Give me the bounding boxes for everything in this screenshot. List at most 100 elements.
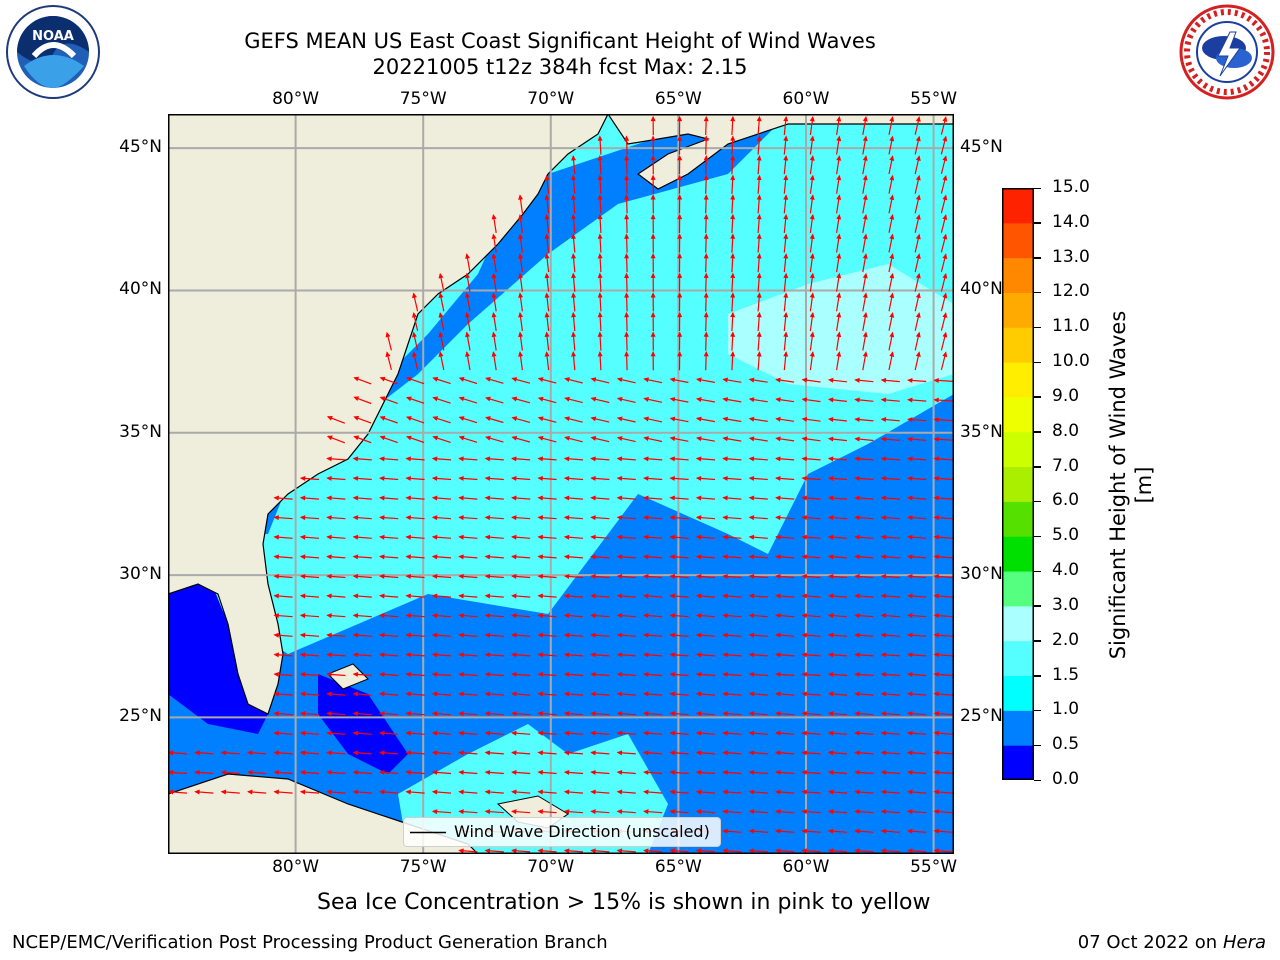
- arrow-head: [465, 311, 470, 318]
- arrow-head: [695, 809, 702, 815]
- arrow-head: [854, 730, 860, 736]
- lat-tick-right: 30°N: [960, 564, 1003, 585]
- arrow-head: [677, 331, 683, 337]
- arrow-head: [722, 554, 728, 560]
- arrow-head: [775, 769, 781, 775]
- arrow-head: [669, 436, 676, 442]
- arrow-head: [299, 789, 306, 795]
- arrow-head: [801, 397, 808, 403]
- arrow-head: [405, 475, 411, 481]
- arrow-head: [485, 376, 491, 382]
- arrow-head: [722, 613, 728, 619]
- arrow-head: [748, 652, 755, 658]
- arrow-head: [511, 652, 517, 658]
- arrow-head: [730, 253, 736, 259]
- arrow-head: [915, 312, 921, 318]
- arrow-head: [801, 691, 807, 697]
- arrow-head: [748, 475, 755, 481]
- arrow-head: [537, 769, 543, 775]
- arrow-head: [695, 436, 702, 442]
- arrow-head: [827, 456, 834, 462]
- arrow-head: [379, 593, 385, 599]
- arrow-head: [933, 436, 939, 442]
- arrow-head: [431, 534, 438, 540]
- arrow-head: [511, 495, 517, 501]
- colorbar-segment: [1002, 292, 1034, 328]
- arrow-head: [405, 750, 411, 756]
- arrow-head: [458, 671, 464, 677]
- arrow-head: [783, 233, 789, 239]
- arrow-head: [801, 377, 808, 383]
- arrow-head: [379, 671, 385, 677]
- arrow-head: [907, 809, 913, 815]
- arrow-head: [907, 397, 913, 403]
- arrow-head: [458, 495, 464, 501]
- arrow-head: [299, 554, 306, 560]
- arrow-head: [220, 769, 227, 775]
- colorbar-tick-label: 0.5: [1052, 734, 1080, 755]
- arrow-head: [484, 691, 491, 697]
- arrow-head: [889, 331, 895, 338]
- arrow-head: [352, 613, 359, 619]
- arrow-head: [643, 730, 649, 736]
- arrow-head: [511, 475, 517, 481]
- arrow-head: [484, 809, 491, 815]
- arrow-head: [511, 435, 518, 441]
- colorbar-segment: [1002, 501, 1034, 537]
- arrow-head: [544, 272, 550, 279]
- arrow-head: [431, 769, 438, 775]
- arrow-head: [862, 115, 868, 122]
- arrow-head: [491, 292, 497, 298]
- arrow-head: [563, 671, 570, 677]
- bahamas-land: [327, 663, 369, 690]
- arrow-head: [889, 312, 895, 318]
- arrow-head: [352, 711, 359, 717]
- arrow-head: [564, 377, 570, 382]
- arrow-head: [862, 351, 868, 357]
- arrow-head: [880, 515, 887, 521]
- arrow-head: [933, 397, 939, 403]
- arrow-head: [722, 789, 728, 795]
- arrow-head: [907, 534, 913, 540]
- colorbar-tick-label: 0.0: [1052, 769, 1080, 789]
- arrow-head: [412, 292, 417, 299]
- arrow-head: [880, 417, 887, 423]
- arrow-head: [862, 135, 868, 142]
- arrow-head: [880, 377, 887, 383]
- arrow-head: [518, 331, 524, 338]
- colorbar-tick-mark: [1034, 291, 1041, 294]
- colorbar-tick-label: 14.0: [1052, 211, 1090, 232]
- arrow-head: [299, 534, 306, 540]
- arrow-head: [722, 809, 728, 815]
- arrow-head: [379, 711, 385, 717]
- arrow-head: [722, 534, 728, 540]
- arrow-head: [590, 848, 596, 854]
- arrow-head: [827, 475, 834, 481]
- arrow-head: [677, 194, 683, 200]
- arrow-head: [511, 809, 517, 815]
- arrow-head: [827, 573, 834, 579]
- arrow-head: [616, 515, 623, 521]
- arrow-head: [379, 789, 385, 795]
- colorbar-tick-mark: [1034, 709, 1041, 712]
- arrow-head: [722, 456, 728, 462]
- arrow-head: [730, 351, 736, 357]
- colorbar-tick-mark: [1034, 640, 1041, 642]
- arrow-head: [748, 573, 755, 579]
- lon-tick-bottom: 55°W: [910, 857, 958, 877]
- arrow-head: [669, 848, 675, 854]
- arrow-head: [933, 515, 939, 521]
- arrow-head: [511, 789, 517, 795]
- arrow-head: [827, 515, 834, 521]
- arrow-head: [491, 331, 497, 338]
- arrow-head: [352, 632, 359, 638]
- arrow-head: [703, 331, 709, 337]
- arrow-head: [563, 848, 570, 854]
- lat-tick-right: 40°N: [960, 279, 1003, 300]
- colorbar-tick-label: 11.0: [1052, 316, 1090, 337]
- arrow-head: [491, 351, 497, 357]
- arrow-head: [915, 194, 921, 201]
- arrow-head: [458, 416, 465, 421]
- arrow-head: [643, 769, 649, 775]
- arrow-head: [405, 613, 411, 619]
